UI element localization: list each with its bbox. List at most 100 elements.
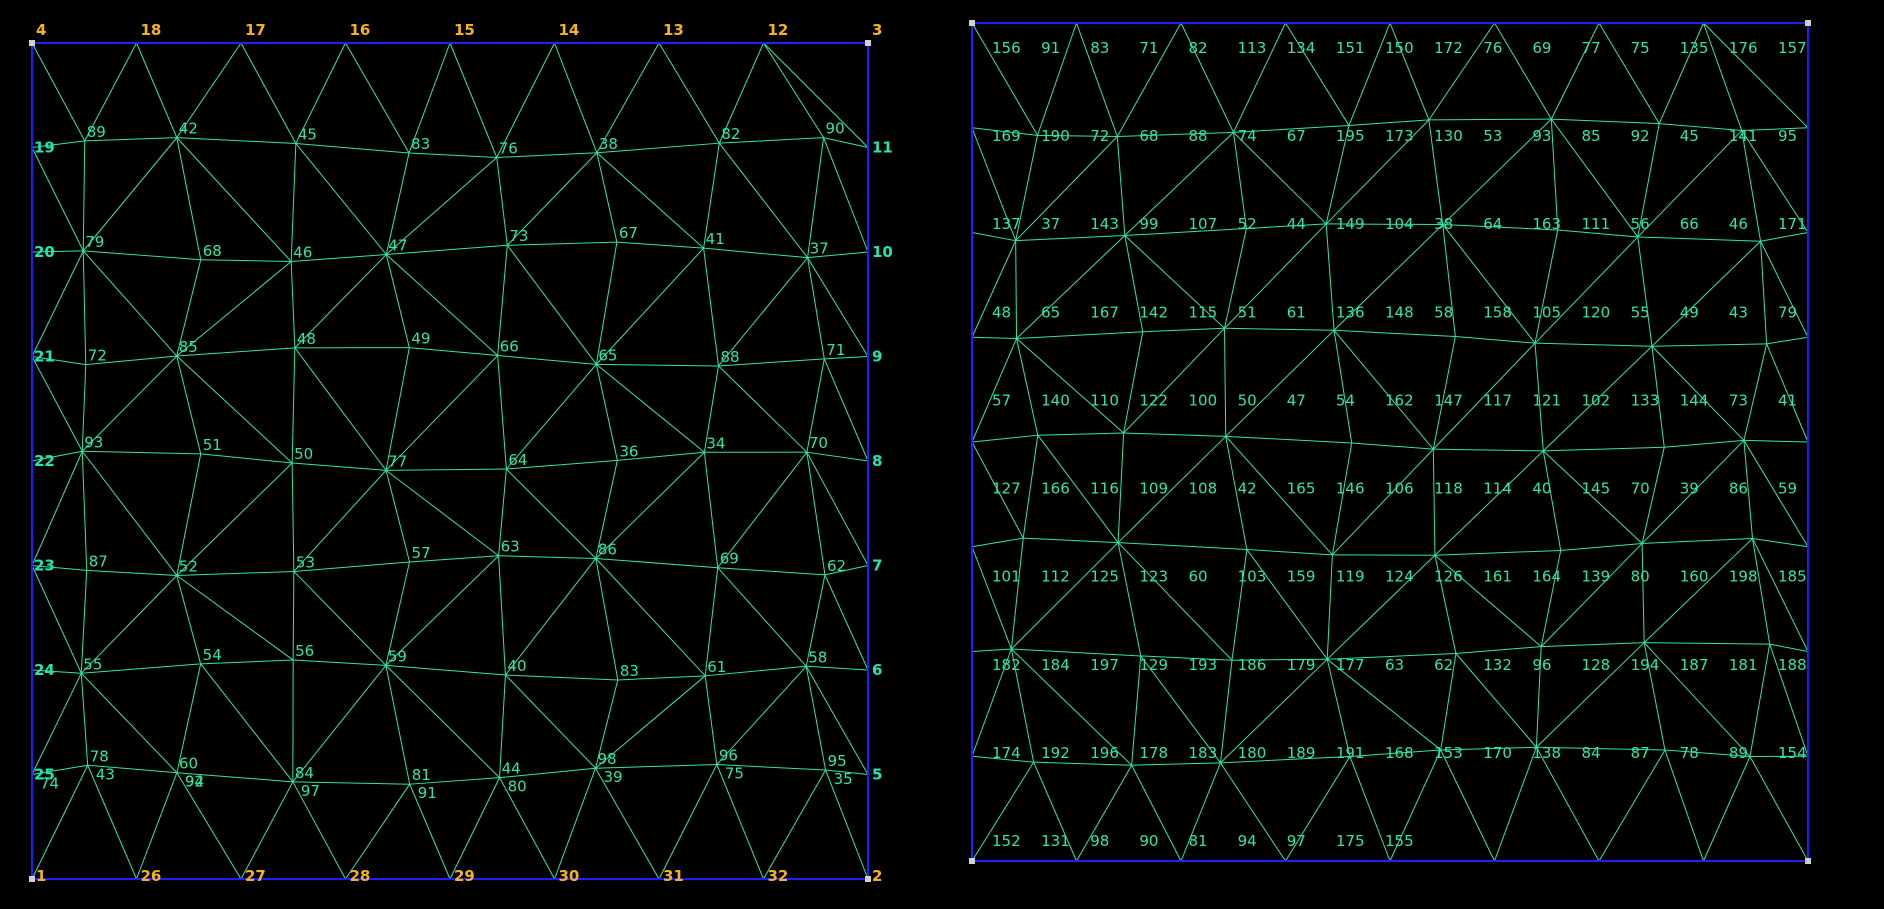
- corner-node-label-top: 12: [768, 21, 789, 39]
- element-label: 51: [1238, 303, 1257, 321]
- element-label: 89: [1729, 744, 1748, 762]
- element-label: 95: [1778, 127, 1797, 145]
- interior-node-label: 43: [96, 765, 115, 783]
- interior-node-label: 50: [294, 445, 313, 463]
- element-label: 119: [1336, 568, 1365, 586]
- interior-node-label: 48: [297, 330, 316, 348]
- interior-node-label: 91: [418, 784, 437, 802]
- element-label: 158: [1483, 303, 1512, 321]
- element-label: 97: [1287, 832, 1306, 850]
- element-label: 127: [992, 480, 1021, 498]
- corner-node-label-top: 13: [663, 21, 684, 39]
- element-label: 175: [1336, 832, 1365, 850]
- element-label: 178: [1139, 744, 1168, 762]
- element-label: 96: [1532, 656, 1551, 674]
- interior-node-label: 36: [619, 442, 638, 460]
- element-label: 189: [1287, 744, 1316, 762]
- element-label: 116: [1090, 480, 1119, 498]
- corner-marker: [865, 876, 871, 882]
- interior-node-label: 44: [502, 760, 521, 778]
- element-label: 165: [1287, 480, 1316, 498]
- element-label: 100: [1189, 391, 1218, 409]
- corner-node-label-top: 16: [350, 21, 371, 39]
- element-label: 62: [1434, 656, 1453, 674]
- element-label: 79: [1778, 303, 1797, 321]
- corner-node-label-bottom: 27: [245, 867, 266, 885]
- element-label: 149: [1336, 215, 1365, 233]
- interior-node-label: 96: [719, 747, 738, 765]
- interior-node-label: 41: [706, 230, 725, 248]
- element-label: 60: [1189, 568, 1208, 586]
- interior-node-label: 64: [508, 451, 527, 469]
- element-label: 147: [1434, 391, 1463, 409]
- interior-node-label: 58: [808, 648, 827, 666]
- corner-node-label-bottom: 2: [872, 867, 882, 885]
- interior-node-label: 38: [599, 135, 618, 153]
- element-label: 104: [1385, 215, 1414, 233]
- element-label: 177: [1336, 656, 1365, 674]
- interior-node-label: 76: [499, 139, 518, 157]
- element-label: 180: [1238, 744, 1267, 762]
- corner-node-label-top: 18: [141, 21, 162, 39]
- element-label: 196: [1090, 744, 1119, 762]
- side-node-label-right: 11: [872, 139, 893, 157]
- element-label: 43: [1729, 303, 1748, 321]
- interior-node-label: 90: [826, 120, 845, 138]
- element-label: 72: [1090, 127, 1109, 145]
- element-label: 197: [1090, 656, 1119, 674]
- element-label: 194: [1631, 656, 1660, 674]
- element-label: 41: [1778, 391, 1797, 409]
- interior-node-label: 57: [412, 544, 431, 562]
- corner-node-label-bottom: 30: [559, 867, 580, 885]
- element-label: 84: [1582, 744, 1601, 762]
- element-label: 144: [1680, 391, 1709, 409]
- interior-node-label: 82: [721, 125, 740, 143]
- element-label: 61: [1287, 303, 1306, 321]
- element-label: 120: [1582, 303, 1611, 321]
- element-label: 179: [1287, 656, 1316, 674]
- element-label: 139: [1582, 568, 1611, 586]
- side-node-label-left: 23: [34, 557, 55, 575]
- element-label: 156: [992, 39, 1021, 57]
- element-label: 137: [992, 215, 1021, 233]
- element-label: 187: [1680, 656, 1709, 674]
- side-node-label-right: 10: [872, 243, 893, 261]
- element-label: 69: [1532, 39, 1551, 57]
- mesh-edge: [293, 571, 294, 660]
- interior-node-label: 75: [725, 765, 744, 783]
- element-label: 122: [1139, 391, 1168, 409]
- element-label: 81: [1189, 832, 1208, 850]
- element-label: 121: [1532, 391, 1561, 409]
- element-label: 132: [1483, 656, 1512, 674]
- interior-node-label: 51: [203, 436, 222, 454]
- element-label: 135: [1680, 39, 1709, 57]
- interior-node-label: 70: [809, 434, 828, 452]
- element-label: 182: [992, 656, 1021, 674]
- element-label: 128: [1582, 656, 1611, 674]
- corner-marker: [1805, 858, 1811, 864]
- element-label: 142: [1139, 303, 1168, 321]
- element-label: 163: [1532, 215, 1561, 233]
- element-label: 126: [1434, 568, 1463, 586]
- interior-node-label: 37: [810, 240, 829, 258]
- interior-node-label: 47: [388, 237, 407, 255]
- element-label: 195: [1336, 127, 1365, 145]
- interior-node-label: 74: [40, 775, 59, 793]
- interior-node-label: 40: [507, 657, 526, 675]
- element-label: 52: [1238, 215, 1257, 233]
- interior-node-label: 68: [203, 242, 222, 260]
- element-label: 56: [1631, 215, 1650, 233]
- element-label: 113: [1238, 39, 1267, 57]
- element-label: 58: [1434, 303, 1453, 321]
- corner-node-label-top: 3: [872, 21, 882, 39]
- side-node-label-right: 7: [872, 557, 882, 575]
- element-label: 198: [1729, 568, 1758, 586]
- corner-node-label-bottom: 26: [141, 867, 162, 885]
- interior-node-label: 59: [388, 647, 407, 665]
- interior-node-label: 80: [508, 778, 527, 796]
- element-label: 106: [1385, 480, 1414, 498]
- element-label: 193: [1189, 656, 1218, 674]
- element-label: 44: [1287, 215, 1306, 233]
- interior-node-label: 84: [295, 764, 314, 782]
- element-label: 73: [1729, 391, 1748, 409]
